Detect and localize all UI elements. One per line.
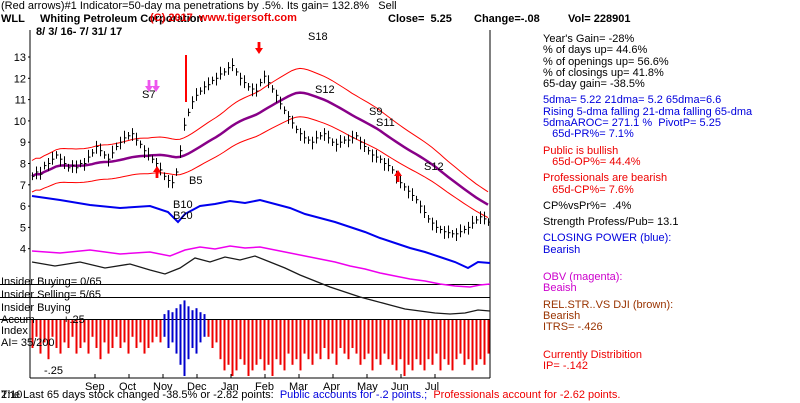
- svg-text:10: 10: [14, 116, 26, 128]
- svg-text:Sep: Sep: [85, 381, 105, 393]
- svg-text:B10: B10: [173, 199, 193, 211]
- stat-line: % of closings up= 41.8%: [543, 66, 664, 79]
- date-range: 8/ 3/ 16- 7/ 31/ 17: [36, 26, 123, 38]
- svg-text:S9: S9: [369, 106, 382, 118]
- svg-text:Dec: Dec: [187, 381, 207, 393]
- stat-line: CP%vsPr%= .4%: [543, 199, 632, 212]
- stat-line: % of openings up= 56.6%: [543, 55, 669, 68]
- stat-line: 65d-OP%= 44.4%: [543, 155, 641, 168]
- closing-power-line: [31, 195, 491, 270]
- stat-line: ITRS= -.426: [543, 321, 603, 334]
- svg-text:13: 13: [14, 52, 26, 64]
- svg-text:5: 5: [20, 222, 26, 234]
- footer-public-text: Public accounts for -.2 points.;: [279, 389, 434, 401]
- accum-label: Accum: [1, 314, 35, 326]
- svg-text:Mar: Mar: [289, 381, 308, 393]
- footer-professionals-text: Professionals account for -2.62 points.: [433, 389, 621, 401]
- stat-line: 5dma= 5.22 21dma= 5.2 65dma=6.6: [543, 94, 722, 107]
- signal-arrows: [145, 42, 402, 182]
- stat-line: Professionals are bearish: [543, 172, 668, 185]
- svg-text:S11: S11: [376, 117, 395, 129]
- tigersoft-watermark: (C) 2017 www.tigersoft.com: [150, 12, 297, 24]
- change-value: Change=-.08: [474, 13, 540, 25]
- footer-time: 2:10: [1, 389, 23, 401]
- trading-bands: [31, 67, 489, 219]
- svg-text:Oct: Oct: [119, 381, 136, 393]
- svg-text:Jul: Jul: [425, 381, 439, 393]
- month-axis: Sep Oct Nov Dec Jan Feb Mar Apr May Jun Jul: [85, 374, 439, 393]
- svg-text:S12: S12: [315, 84, 335, 96]
- accum-section-header: Insider Buying: [1, 302, 71, 314]
- svg-text:B5: B5: [189, 175, 202, 187]
- accumulation-histogram: [31, 300, 490, 376]
- stat-line: 5dmaAROC= 271.1 % PivotP= 5.25: [543, 117, 721, 130]
- stat-line: Year's Gain= -28%: [543, 33, 635, 45]
- stat-line: 65d-CP%= 7.6%: [543, 183, 634, 196]
- indicator-header: (Red arrows)#1 Indicator=50-day ma penet…: [1, 0, 397, 12]
- stat-line: Currently Distribition: [543, 348, 643, 361]
- svg-text:Apr: Apr: [323, 381, 340, 393]
- svg-text:Jun: Jun: [391, 381, 409, 393]
- accum-index-label: Index: [1, 325, 28, 337]
- close-value: Close= 5.25: [388, 13, 452, 25]
- price-bars: [32, 58, 491, 241]
- stat-line: REL.STR..VS DJI (brown):: [543, 298, 674, 311]
- obv-line: [31, 245, 491, 288]
- svg-text:S7: S7: [142, 89, 155, 101]
- indicator-rules: [0, 284, 490, 320]
- accum-index-value: AI= 35/200: [1, 337, 55, 349]
- statistics-panel: Year's Gain= -28%% of days up= 44.6%% of…: [543, 33, 753, 372]
- svg-text:May: May: [357, 381, 378, 393]
- svg-text:Jan: Jan: [221, 381, 239, 393]
- stat-line: Rising 5-dma falling 21-dma falling 65-d…: [543, 105, 753, 118]
- relative-strength-line: [31, 255, 491, 315]
- stat-line: 65-day gain= -38.5%: [543, 78, 645, 91]
- stat-line: Public is bullish: [543, 144, 619, 157]
- stat-line: % of days up= 44.6%: [543, 44, 648, 57]
- company-name: Whiting Petroleum Corporation: [40, 13, 204, 25]
- svg-text:12: 12: [14, 73, 26, 85]
- svg-text:S12: S12: [424, 161, 444, 173]
- svg-text:S18: S18: [308, 31, 328, 43]
- accum-scale-pos: +.25: [63, 314, 85, 326]
- insider-buying-row-label: Insider Buying= 0/65: [1, 276, 102, 288]
- stat-line: Strength Profess/Pub= 13.1: [543, 216, 679, 229]
- volume-value: Vol= 228901: [568, 13, 631, 25]
- footer-summary: The Last 65 days stock changed -38.5% or…: [1, 390, 620, 401]
- price-axis-labels: 13 12 11 10 9 8 7 6 5 4: [14, 52, 30, 256]
- stat-line: Beaish: [543, 282, 577, 295]
- stat-line: Bearish: [543, 243, 581, 256]
- insider-selling-row-label: Insider Selling= 5/65: [1, 289, 101, 301]
- stat-line: OBV (magenta):: [543, 271, 623, 284]
- svg-text:11: 11: [15, 95, 26, 107]
- svg-text:Nov: Nov: [153, 381, 173, 393]
- svg-text:Feb: Feb: [255, 381, 274, 393]
- svg-text:B20: B20: [173, 210, 193, 222]
- svg-text:9: 9: [20, 137, 26, 149]
- footer-change-text: The Last 65 days stock changed -38.5% or…: [1, 389, 280, 401]
- ticker-symbol: WLL: [1, 13, 25, 25]
- stat-line: 65d-PR%= 7.1%: [543, 128, 634, 141]
- stat-line: IP= -.142: [543, 359, 588, 372]
- svg-text:8: 8: [20, 159, 26, 171]
- svg-text:4: 4: [20, 244, 26, 256]
- svg-text:6: 6: [20, 201, 26, 213]
- accum-scale-neg: -.25: [44, 365, 63, 377]
- stat-line: Bearish: [543, 309, 581, 322]
- stat-line: CLOSING POWER (blue):: [543, 232, 672, 245]
- svg-text:7: 7: [20, 180, 26, 192]
